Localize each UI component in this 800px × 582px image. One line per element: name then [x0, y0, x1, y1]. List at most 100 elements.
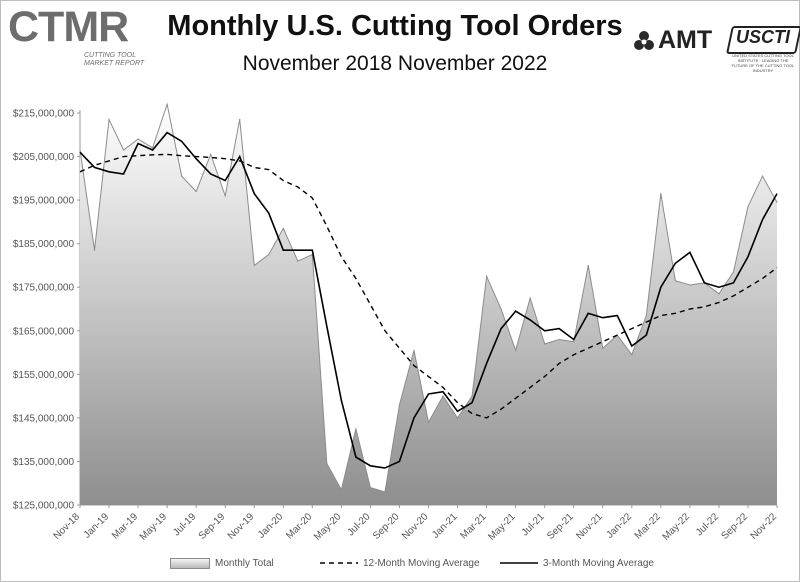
monthly-total-point [297, 260, 299, 262]
y-tick-label: $165,000,000 [13, 326, 75, 337]
x-tick-label: Mar-19 [110, 511, 140, 541]
y-tick-label: $125,000,000 [13, 501, 75, 512]
monthly-total-point [166, 103, 168, 105]
monthly-total-point [398, 404, 401, 406]
monthly-total-point [413, 349, 415, 351]
monthly-total-point [442, 395, 444, 397]
x-tick-label: Mar-21 [459, 511, 489, 541]
y-tick-label: $185,000,000 [13, 239, 75, 250]
amt-pinwheel-icon [634, 31, 654, 50]
series-monthly-total-area [80, 104, 777, 505]
series-3-month-moving-average [79, 131, 778, 469]
ctmr-logo: CTMR CUTTING TOOL MARKET REPORT [8, 3, 158, 67]
x-tick-label: Jul-21 [520, 511, 547, 538]
ctmr-logo-subtitle: CUTTING TOOL MARKET REPORT [84, 52, 145, 67]
y-tick-label: $135,000,000 [13, 457, 75, 468]
x-tick-label: Sep-19 [197, 511, 228, 542]
x-tick-label: Nov-19 [226, 511, 257, 542]
monthly-total-point [210, 153, 212, 155]
x-tick-label: Nov-22 [749, 511, 780, 542]
monthly-total-point [384, 491, 386, 493]
x-tick-label: Mar-22 [633, 511, 663, 541]
x-tick-label: Nov-21 [574, 511, 605, 542]
x-tick-label: Jul-20 [345, 511, 372, 538]
monthly-total-point [747, 206, 749, 208]
monthly-total-point [689, 284, 691, 286]
legend-item-3-month: 3-Month Moving Average [500, 554, 654, 572]
x-tick-label: Jul-19 [171, 511, 198, 538]
ctmr-logo-text: CTMR [8, 3, 129, 51]
monthly-total-point [587, 264, 589, 267]
monthly-total-point [79, 149, 81, 151]
monthly-total-point [631, 354, 633, 356]
y-tick-label: $195,000,000 [13, 196, 75, 207]
monthly-total-point [544, 343, 546, 345]
legend-swatch-dashed [320, 562, 358, 564]
series-12-month-moving-average [79, 153, 778, 419]
monthly-total-point [732, 271, 735, 273]
y-axis-ticks: $125,000,000 $135,000,000 $145,000,000 $155… [13, 109, 80, 512]
monthly-total-point [456, 417, 459, 419]
monthly-total-point [718, 293, 720, 295]
monthly-total-point [674, 280, 676, 282]
monthly-total-point [108, 118, 110, 121]
monthly-total-point [485, 275, 488, 277]
monthly-total-point [776, 201, 778, 203]
y-tick-label: $155,000,000 [13, 370, 75, 381]
monthly-total-point [558, 338, 560, 341]
x-tick-label: Jan-21 [430, 511, 460, 541]
x-tick-label: Sep-20 [371, 511, 402, 542]
legend-item-12-month: 12-Month Moving Average [320, 554, 480, 572]
chart-subtitle: November 2018 November 2022 [242, 52, 548, 75]
chart-title: Monthly U.S. Cutting Tool Orders [167, 10, 623, 42]
x-tick-label: May-21 [486, 511, 518, 543]
x-tick-label: Jan-22 [605, 511, 635, 541]
monthly-total-point [93, 249, 96, 251]
monthly-total-point [268, 253, 270, 256]
plot-area [79, 102, 778, 505]
monthly-total-point [471, 395, 473, 397]
legend-swatch-solid [500, 562, 538, 564]
monthly-total-point [645, 314, 647, 317]
y-tick-label: $175,000,000 [13, 283, 75, 294]
monthly-total-point [224, 195, 226, 197]
legend-label-monthly-total: Monthly Total [215, 557, 274, 569]
x-tick-label: May-22 [661, 511, 693, 543]
monthly-total-point [239, 118, 241, 121]
x-tick-label: Nov-18 [52, 511, 83, 542]
x-tick-label: Jan-20 [256, 511, 286, 541]
chart-legend: Monthly Total 12-Month Moving Average 3-… [170, 554, 770, 574]
monthly-total-point [529, 297, 531, 299]
x-tick-label: Mar-20 [284, 511, 314, 541]
amt-logo-text: AMT [658, 26, 713, 54]
uscti-logo-tagline: UNITED STATES CUTTING TOOL INSTITUTE · L… [731, 53, 795, 73]
x-tick-label: Nov-20 [400, 511, 431, 542]
x-tick-label: May-19 [138, 511, 170, 543]
legend-label-12-month: 12-Month Moving Average [363, 557, 480, 569]
monthly-total-point [573, 341, 575, 343]
monthly-total-point [137, 138, 139, 140]
monthly-total-point [195, 190, 197, 192]
monthly-total-point [355, 428, 357, 430]
y-tick-label: $205,000,000 [13, 152, 75, 163]
monthly-total-point [282, 227, 284, 230]
legend-label-3-month: 3-Month Moving Average [543, 557, 654, 569]
monthly-total-point [152, 147, 154, 149]
y-tick-label: $215,000,000 [13, 109, 75, 120]
x-tick-label: Sep-22 [719, 511, 750, 542]
monthly-total-point [340, 489, 342, 491]
legend-swatch-area [170, 557, 210, 569]
monthly-total-point [122, 149, 125, 151]
x-tick-label: Jan-19 [82, 511, 112, 541]
monthly-total-point [253, 264, 255, 267]
monthly-total-point [181, 175, 183, 177]
legend-item-monthly-total: Monthly Total [170, 554, 274, 572]
y-tick-label: $145,000,000 [13, 413, 75, 424]
monthly-total-point [369, 486, 372, 489]
uscti-logo-text: USCTI [736, 27, 790, 47]
monthly-total-point [761, 175, 764, 177]
x-tick-label: Sep-21 [545, 511, 576, 542]
x-tick-label: Jul-22 [694, 511, 721, 538]
